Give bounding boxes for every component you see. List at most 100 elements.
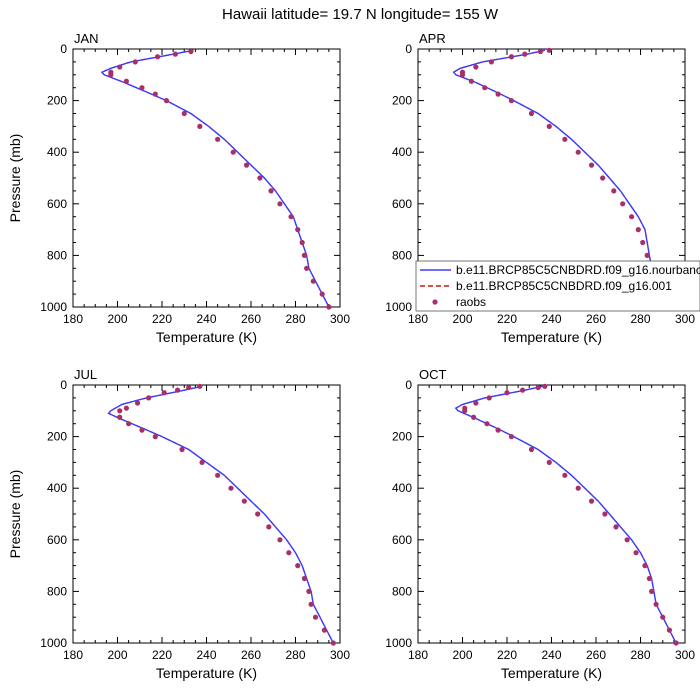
raobs-point [488,59,495,65]
raobs-point [310,278,316,284]
raobs-point [326,304,332,310]
x-tick-label: 180 [63,312,83,326]
raobs-point [132,59,138,65]
x-tick-label: 260 [241,648,261,662]
raobs-point [286,550,292,556]
x-tick-label: 260 [241,312,261,326]
x-axis-label: Temperature (K) [156,665,257,681]
raobs-point [528,446,535,453]
raobs-point [266,524,272,530]
series-line-dashed [107,385,334,644]
y-tick-label: 0 [405,378,412,392]
x-tick-label: 200 [107,648,127,662]
panel-jul: 180 200 220 240 260 280 300 0 200 400 600 800 1000 Te… [7,367,350,681]
raobs-point [186,384,192,391]
raobs-point [295,227,301,233]
raobs-point [197,383,203,389]
raobs-point [152,434,158,440]
series-line-solid [100,49,330,308]
raobs-point [215,136,221,142]
raobs-point [299,239,305,246]
x-tick-label: 220 [497,312,517,326]
raobs-point [522,51,528,57]
raobs-point [635,227,641,233]
panel-label: APR [419,31,446,46]
raobs-point [546,47,552,53]
raobs-point [486,395,492,401]
legend-label: b.e11.BRCP85C5CNBDRD.f09_g16.nourbancycl… [456,263,700,277]
y-tick-label: 0 [60,42,67,56]
raobs-point [459,72,466,78]
y-tick-label: 1000 [385,300,412,314]
raobs-point [172,51,178,57]
raobs-point [535,384,541,391]
raobs-point [673,640,679,646]
x-tick-label: 240 [196,648,216,662]
raobs-point [646,575,653,582]
raobs-point [321,627,328,633]
raobs-point [653,601,659,607]
y-tick-label: 1000 [40,300,67,314]
raobs-point [108,72,114,78]
legend: b.e11.BRCP85C5CNBDRD.f09_g16.nourbancycl… [415,260,700,312]
raobs-point [117,64,123,70]
raobs-point [613,524,619,530]
legend-label: raobs [456,295,486,309]
raobs-point [508,54,515,60]
x-tick-label: 260 [586,648,606,662]
raobs-point [602,511,608,517]
raobs-point [134,400,141,406]
raobs-point [312,614,319,620]
raobs-point [123,405,129,411]
raobs-point [562,136,568,142]
raobs-point [123,78,129,84]
raobs-point [117,414,123,420]
x-tick-label: 280 [630,312,650,326]
raobs-point [666,627,673,633]
panel-jan: 180 200 220 240 260 280 300 0 200 400 600 800 1000 Te… [7,31,350,345]
panel-oct: 180 200 220 240 260 280 300 0 200 400 600 800 1000 Te… [385,367,695,681]
raobs-point [319,291,325,297]
raobs-point [288,214,294,220]
x-tick-label: 300 [675,312,695,326]
raobs-point [575,485,581,491]
y-tick-label: 800 [392,584,412,598]
raobs-point [257,175,263,181]
raobs-point [495,427,501,433]
raobs-point [649,588,655,595]
raobs-point [633,550,639,556]
y-tick-label: 1000 [385,636,412,650]
raobs-point [301,575,307,582]
x-tick-label: 300 [675,648,695,662]
raobs-point [330,640,336,646]
x-tick-label: 220 [152,312,172,326]
series-line-dashed [100,49,330,308]
x-tick-label: 220 [152,648,172,662]
raobs-point [588,498,595,504]
raobs-point [126,421,132,427]
raobs-point [215,472,221,478]
raobs-point [154,54,161,60]
raobs-point [624,537,630,543]
raobs-point [304,265,310,271]
y-tick-label: 800 [47,248,67,262]
raobs-point [546,123,552,129]
y-tick-label: 0 [405,42,412,56]
y-tick-label: 600 [392,197,412,211]
plot-frame [72,384,341,644]
x-tick-label: 200 [452,312,472,326]
x-tick-label: 240 [196,312,216,326]
raobs-point [179,446,185,453]
raobs-point [495,91,501,97]
raobs-point [562,472,568,478]
y-tick-label: 400 [392,145,412,159]
raobs-point [473,64,479,70]
raobs-point [588,162,595,168]
y-tick-label: 200 [392,430,412,444]
raobs-point [197,123,203,129]
y-tick-label: 400 [392,481,412,495]
y-tick-label: 400 [47,145,67,159]
y-tick-label: 800 [47,584,67,598]
x-tick-label: 220 [497,648,517,662]
